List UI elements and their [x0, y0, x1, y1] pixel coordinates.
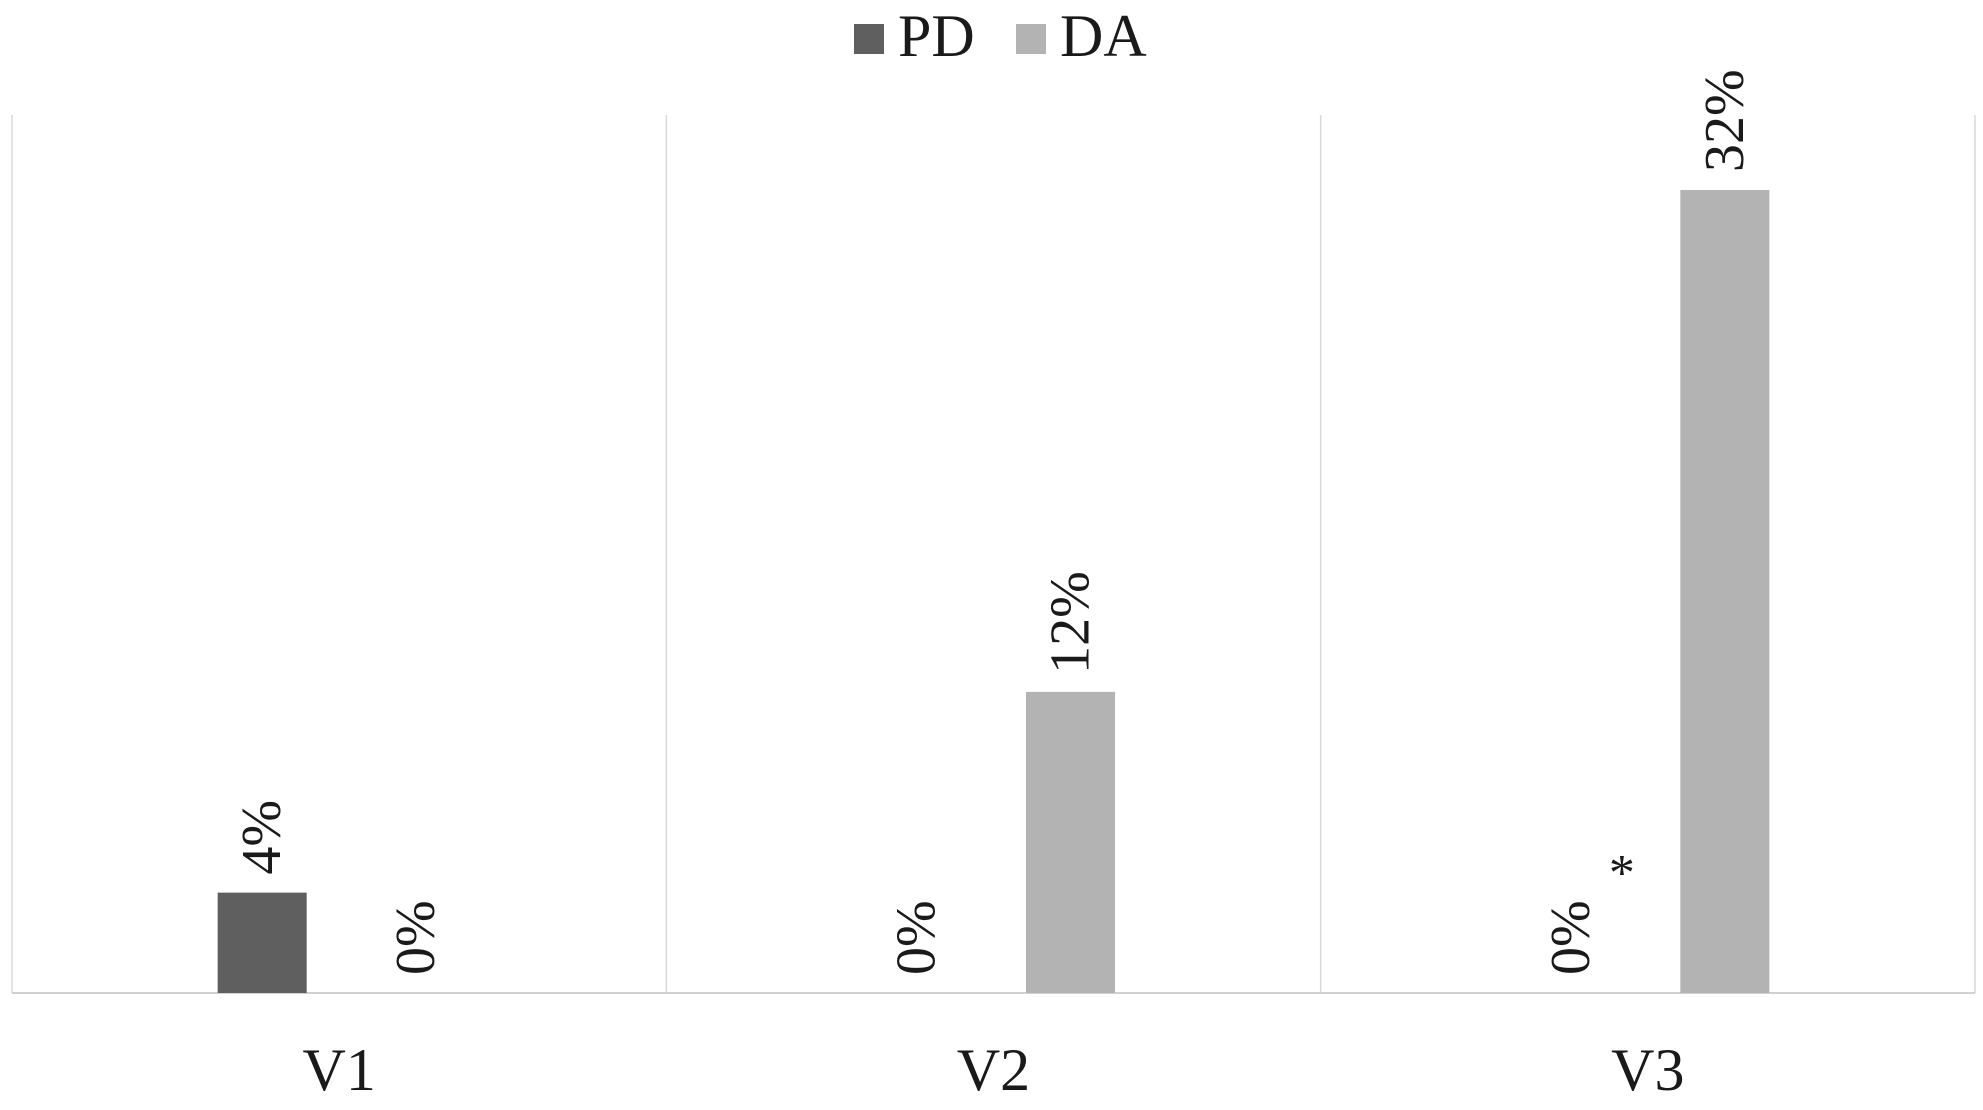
legend-swatch-pd	[854, 24, 884, 54]
data-label-pd-v2: 0%	[886, 900, 948, 975]
data-label-da-v3: 32%	[1694, 69, 1756, 172]
data-label-da-v1: 0%	[385, 900, 447, 975]
data-label-pd-v3: 0%	[1540, 900, 1602, 975]
legend-label-da: DA	[1060, 3, 1147, 69]
bars	[217, 190, 1770, 993]
category-label-v3: V3	[1611, 1037, 1684, 1103]
category-labels: V1 V2 V3	[302, 1037, 1684, 1103]
data-labels: 4% 0% 0% 12% 0% 32%	[231, 69, 1756, 975]
legend-swatch-da	[1016, 24, 1046, 54]
bar-da-v2	[1026, 691, 1115, 993]
bar-pd-v1	[217, 892, 307, 993]
data-label-pd-v1: 4%	[231, 800, 293, 875]
annotations: *	[1609, 845, 1635, 902]
category-label-v1: V1	[302, 1037, 375, 1103]
category-separators	[11, 115, 1976, 993]
category-label-v2: V2	[957, 1037, 1030, 1103]
data-label-da-v2: 12%	[1040, 571, 1102, 674]
bar-da-v3	[1680, 190, 1770, 993]
significance-annotation: *	[1609, 845, 1635, 902]
legend: PD DA	[854, 3, 1147, 69]
legend-label-pd: PD	[898, 3, 975, 69]
